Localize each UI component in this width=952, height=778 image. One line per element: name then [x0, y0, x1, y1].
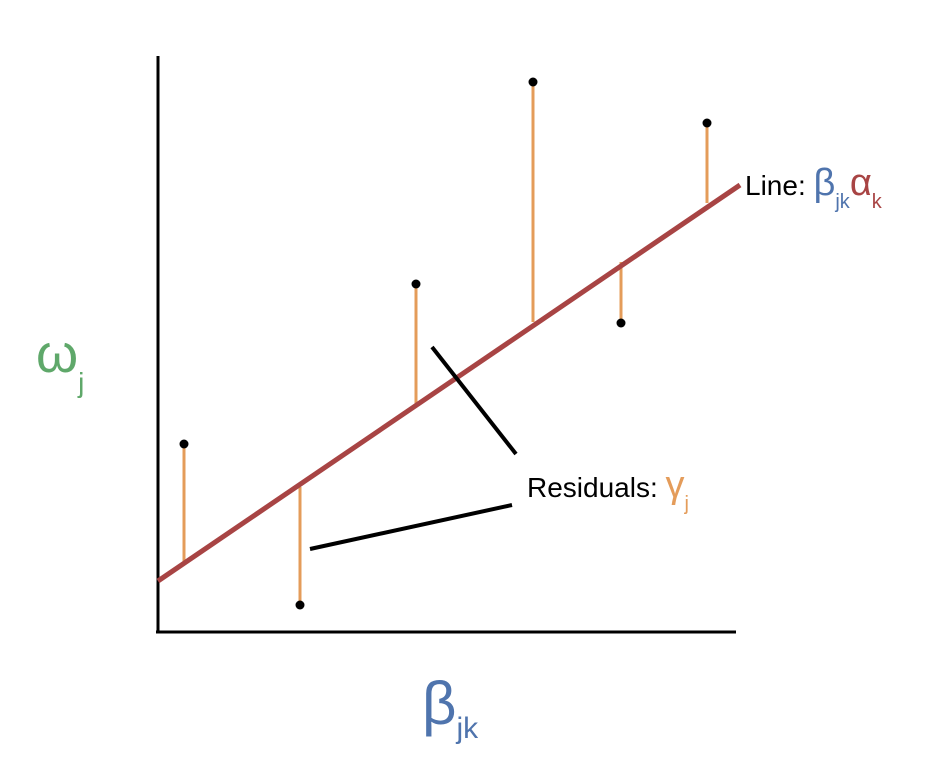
- data-point-6: [702, 118, 712, 128]
- y-axis-label: ωj: [36, 324, 84, 398]
- residual-pointer-upper: [430, 345, 518, 456]
- line-annotation: Line: βjkαk: [745, 162, 883, 213]
- residual-annotation-gamma: γ: [666, 464, 685, 506]
- data-point-5: [616, 318, 626, 328]
- data-point-1: [179, 439, 189, 449]
- data-point-4: [528, 77, 538, 87]
- fit-line: [156, 182, 742, 584]
- residual-pointer-lower: [309, 503, 513, 551]
- data-point-2: [295, 600, 305, 610]
- x-axis-label: βjk: [422, 670, 479, 745]
- line-annotation-beta: β: [814, 162, 836, 204]
- data-point-3: [411, 279, 421, 289]
- line-annotation-alpha: α: [850, 162, 872, 204]
- residual-annotation: Residuals: γj: [527, 464, 689, 515]
